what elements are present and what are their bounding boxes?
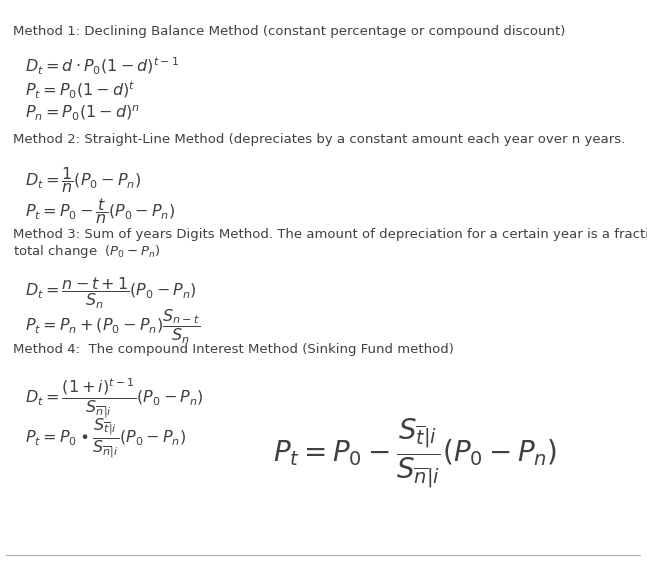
Text: $P_t = P_n + \left(P_0 - P_n\right)\dfrac{S_{n-t}}{S_n}$: $P_t = P_n + \left(P_0 - P_n\right)\dfra… bbox=[25, 308, 201, 346]
Text: Method 2: Straight-Line Method (depreciates by a constant amount each year over : Method 2: Straight-Line Method (deprecia… bbox=[13, 132, 625, 146]
Text: total change  $(P_0 - P_n)$: total change $(P_0 - P_n)$ bbox=[13, 243, 160, 260]
Text: $P_t = P_0 - \dfrac{t}{n}\left(P_0 - P_n\right)$: $P_t = P_0 - \dfrac{t}{n}\left(P_0 - P_n… bbox=[25, 196, 176, 226]
Text: $P_t = P_0 - \dfrac{S_{\overline{t}|i}}{S_{\overline{n}|i}}\left(P_0 - P_n\right: $P_t = P_0 - \dfrac{S_{\overline{t}|i}}{… bbox=[273, 417, 557, 490]
Text: Method 4:  The compound Interest Method (Sinking Fund method): Method 4: The compound Interest Method (… bbox=[13, 343, 454, 356]
Text: Method 3: Sum of years Digits Method. The amount of depreciation for a certain y: Method 3: Sum of years Digits Method. Th… bbox=[13, 228, 647, 242]
Text: $D_t = d \cdot P_0\left(1 - d\right)^{t-1}$: $D_t = d \cdot P_0\left(1 - d\right)^{t-… bbox=[25, 56, 180, 77]
Text: Method 1: Declining Balance Method (constant percentage or compound discount): Method 1: Declining Balance Method (cons… bbox=[13, 25, 565, 38]
Text: $D_t = \dfrac{n - t + 1}{S_n}\left(P_0 - P_n\right)$: $D_t = \dfrac{n - t + 1}{S_n}\left(P_0 -… bbox=[25, 275, 197, 311]
Text: $D_t = \dfrac{1}{n}\left(P_0 - P_n\right)$: $D_t = \dfrac{1}{n}\left(P_0 - P_n\right… bbox=[25, 164, 142, 195]
Text: $D_t = \dfrac{\left(1+i\right)^{t-1}}{S_{\overline{n}|i}}\left(P_0 - P_n\right)$: $D_t = \dfrac{\left(1+i\right)^{t-1}}{S_… bbox=[25, 376, 204, 420]
Text: $P_t = P_0\left(1 - d\right)^t$: $P_t = P_0\left(1 - d\right)^t$ bbox=[25, 79, 136, 100]
Text: $P_n = P_0\left(1 - d\right)^n$: $P_n = P_0\left(1 - d\right)^n$ bbox=[25, 103, 140, 122]
Text: $P_t = P_0 \bullet \dfrac{S_{\overline{t}|i}}{S_{\overline{n}|i}}\left(P_0 - P_n: $P_t = P_0 \bullet \dfrac{S_{\overline{t… bbox=[25, 417, 187, 460]
